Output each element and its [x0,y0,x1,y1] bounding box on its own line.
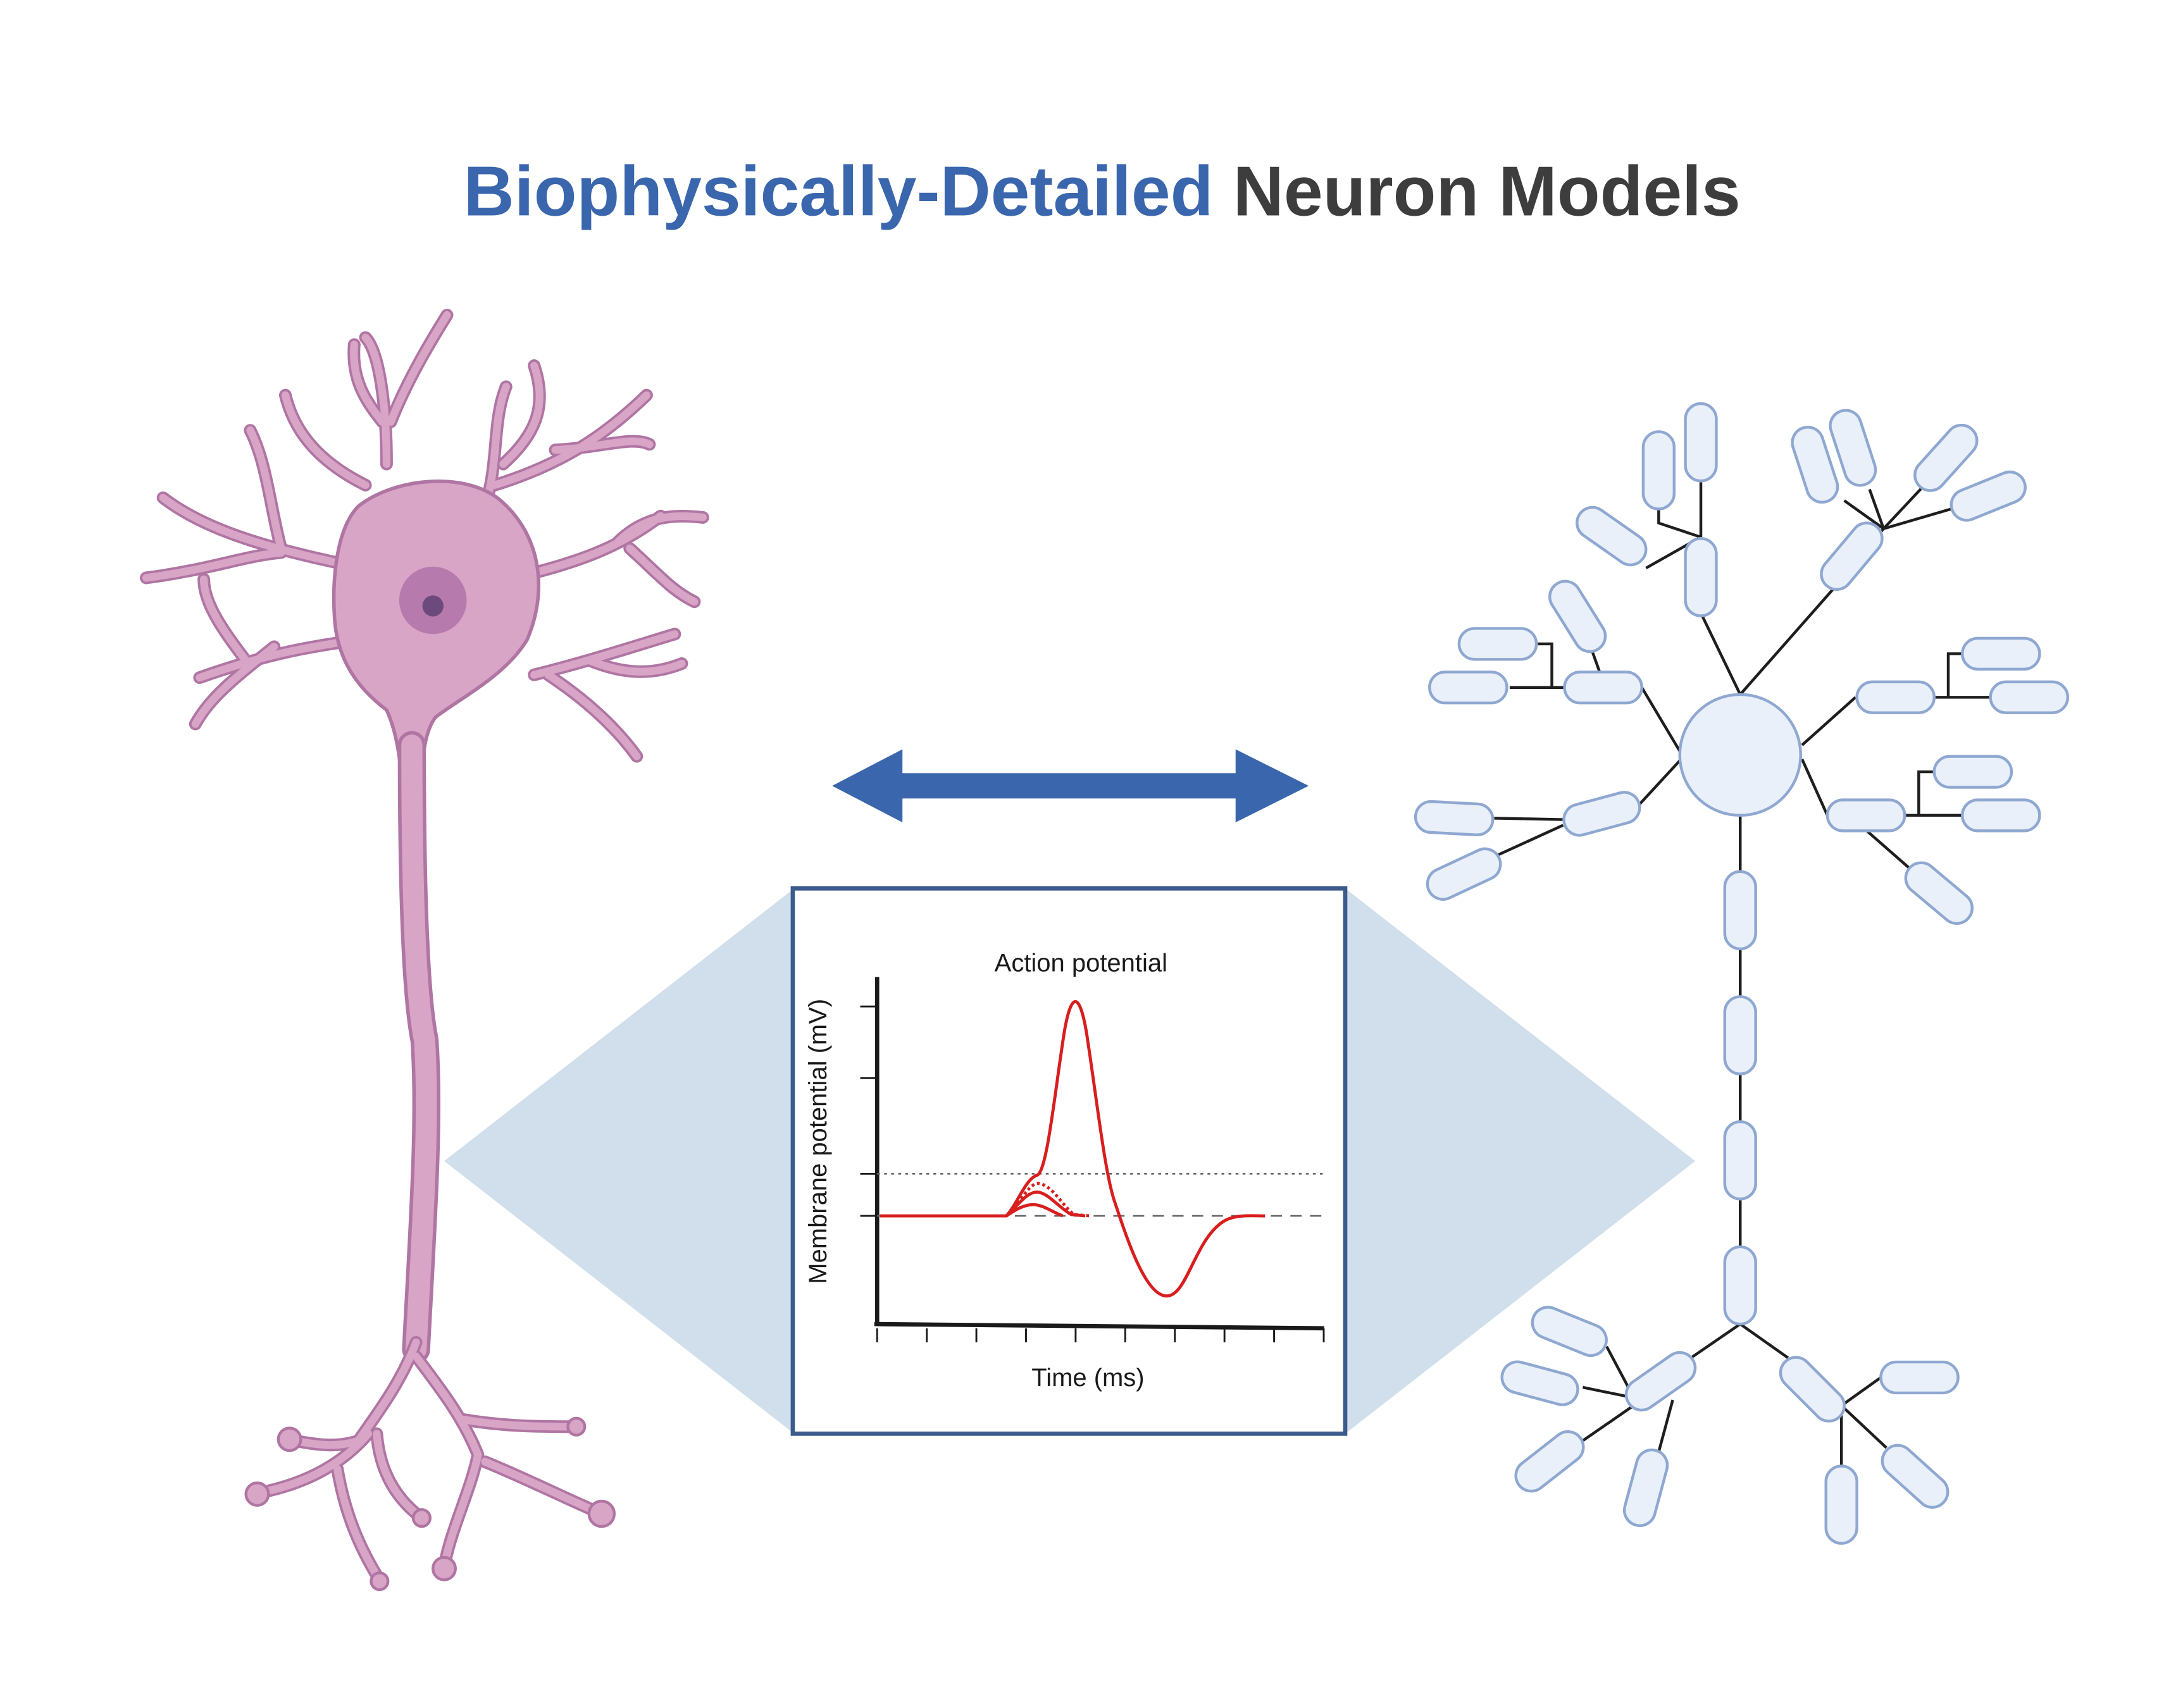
bouton [566,1416,587,1437]
action-potential-inset: Action potential Time (ms) Membrane pote… [790,886,1348,1436]
dendrite-compartment [1684,402,1718,483]
dendrite-compartment [1684,537,1718,617]
dendrite-compartment [1904,861,1974,925]
terminal-compartment [1881,1444,1950,1509]
arrow-head-right [1235,749,1309,823]
subthreshold-trace-2 [1005,1203,1064,1218]
axon-compartment [1723,995,1757,1075]
terminal-compartment [1531,1306,1608,1358]
arrow-head-left [832,749,903,823]
bouton [244,1481,270,1507]
dendrite-compartment [1562,791,1641,837]
axon-compartment [1723,1120,1757,1201]
y-axis-label: Membrane potential (mV) [804,999,832,1284]
dendrite-compartment [1641,430,1676,511]
dendrite-compartment [1791,426,1839,504]
dendrite-compartment [1829,409,1877,487]
terminal-compartment [1500,1360,1579,1406]
dendrite-compartment [1414,800,1495,836]
axon-compartment [1723,870,1757,951]
subthreshold-trace-1 [1005,1190,1086,1218]
soma [332,480,541,789]
double-headed-arrow [832,749,1309,823]
plot-axes [874,977,1324,1331]
terminal-compartment [1879,1360,1960,1395]
synaptic-boutons [244,1416,616,1592]
axon-fill [401,734,437,1360]
title-part-detailed: Biophysically-Detailed [464,151,1214,230]
title-part-models: Neuron Models [1233,151,1741,230]
bouton [277,1426,302,1452]
nucleolus [422,595,444,617]
dendrite-compartment [1820,521,1884,591]
dendrite-compartment [1428,671,1508,705]
bouton [411,1508,432,1528]
dendrite-compartment [1825,798,1906,832]
dendrite-compartment [1457,627,1538,661]
dendrite-compartment [1989,680,2070,714]
terminal-compartment [1779,1356,1846,1423]
dendrite-compartment [1855,680,1936,714]
dendrite-compartment [1961,636,2041,671]
dendrite-compartment [1426,847,1502,901]
y-ticks [860,1005,878,1217]
dendrite-compartment [1932,755,2013,789]
dendrite-compartment [1576,505,1648,567]
biological-neuron [140,309,709,1592]
terminal-compartment [1622,1448,1669,1527]
projection-right [1345,888,1696,1434]
axon-terminals-fill [256,1338,606,1584]
terminal-compartment [1514,1430,1585,1493]
model-compartments [1414,402,2070,1545]
terminal-compartment [1624,1351,1697,1412]
bouton [432,1556,457,1581]
projection-left [444,888,795,1434]
plot-title: Action potential [995,949,1167,977]
bouton [587,1499,616,1528]
axon-compartment [1723,1245,1757,1326]
dendrites-fill [142,311,707,760]
x-axis [874,1321,1324,1331]
compartmental-neuron-model [1414,402,2070,1545]
voltage-traces [880,1000,1266,1298]
dendrite-compartment [1548,579,1607,653]
x-axis-label: Time (ms) [1031,1364,1144,1392]
inset-projection [444,888,1696,1434]
model-soma [1678,693,1802,817]
action-potential-trace [880,1000,1266,1298]
terminal-compartment [1824,1464,1858,1545]
near-threshold-trace [1005,1182,1090,1218]
bouton [370,1571,390,1592]
dendrite-compartment [1913,423,1979,492]
figure-title: Biophysically-Detailed Neuron Models [464,151,1741,230]
x-ticks [876,1328,1325,1342]
dendrite-compartment [1961,798,2041,832]
inset-frame [790,886,1348,1436]
dendrite-compartment [1563,671,1643,705]
arrow-shaft [897,773,1241,799]
dendrite-compartment [1950,470,2027,522]
